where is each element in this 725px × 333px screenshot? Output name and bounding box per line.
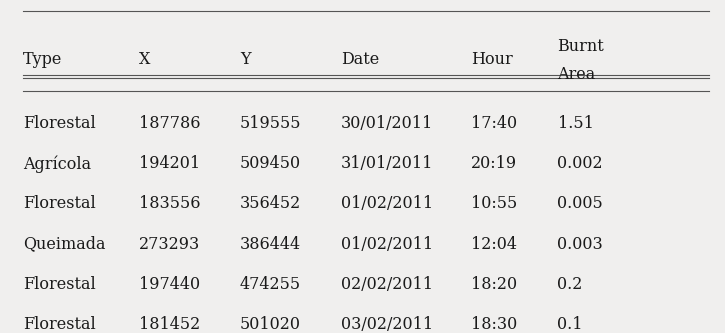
Text: Queimada: Queimada [23, 235, 106, 252]
Text: Florestal: Florestal [23, 316, 96, 333]
Text: Date: Date [341, 51, 379, 68]
Text: Hour: Hour [471, 51, 513, 68]
Text: 0.1: 0.1 [558, 316, 583, 333]
Text: 187786: 187786 [138, 115, 200, 133]
Text: Florestal: Florestal [23, 195, 96, 212]
Text: 519555: 519555 [240, 115, 301, 133]
Text: 501020: 501020 [240, 316, 301, 333]
Text: 30/01/2011: 30/01/2011 [341, 115, 433, 133]
Text: 0.002: 0.002 [558, 156, 603, 172]
Text: 0.003: 0.003 [558, 235, 603, 252]
Text: 01/02/2011: 01/02/2011 [341, 235, 433, 252]
Text: Type: Type [23, 51, 62, 68]
Text: 0.2: 0.2 [558, 276, 583, 293]
Text: 0.005: 0.005 [558, 195, 603, 212]
Text: 273293: 273293 [138, 235, 200, 252]
Text: 03/02/2011: 03/02/2011 [341, 316, 433, 333]
Text: 31/01/2011: 31/01/2011 [341, 156, 434, 172]
Text: 02/02/2011: 02/02/2011 [341, 276, 433, 293]
Text: 01/02/2011: 01/02/2011 [341, 195, 433, 212]
Text: 10:55: 10:55 [471, 195, 517, 212]
Text: 197440: 197440 [138, 276, 199, 293]
Text: 18:20: 18:20 [471, 276, 517, 293]
Text: Burnt: Burnt [558, 38, 604, 55]
Text: 1.51: 1.51 [558, 115, 593, 133]
Text: Area: Area [558, 66, 596, 83]
Text: 474255: 474255 [240, 276, 301, 293]
Text: 183556: 183556 [138, 195, 200, 212]
Text: 509450: 509450 [240, 156, 301, 172]
Text: Florestal: Florestal [23, 276, 96, 293]
Text: 181452: 181452 [138, 316, 200, 333]
Text: 12:04: 12:04 [471, 235, 517, 252]
Text: 194201: 194201 [138, 156, 199, 172]
Text: 20:19: 20:19 [471, 156, 517, 172]
Text: X: X [138, 51, 150, 68]
Text: 17:40: 17:40 [471, 115, 517, 133]
Text: 18:30: 18:30 [471, 316, 517, 333]
Text: Agrícola: Agrícola [23, 156, 91, 173]
Text: Florestal: Florestal [23, 115, 96, 133]
Text: Y: Y [240, 51, 250, 68]
Text: 386444: 386444 [240, 235, 301, 252]
Text: 356452: 356452 [240, 195, 301, 212]
